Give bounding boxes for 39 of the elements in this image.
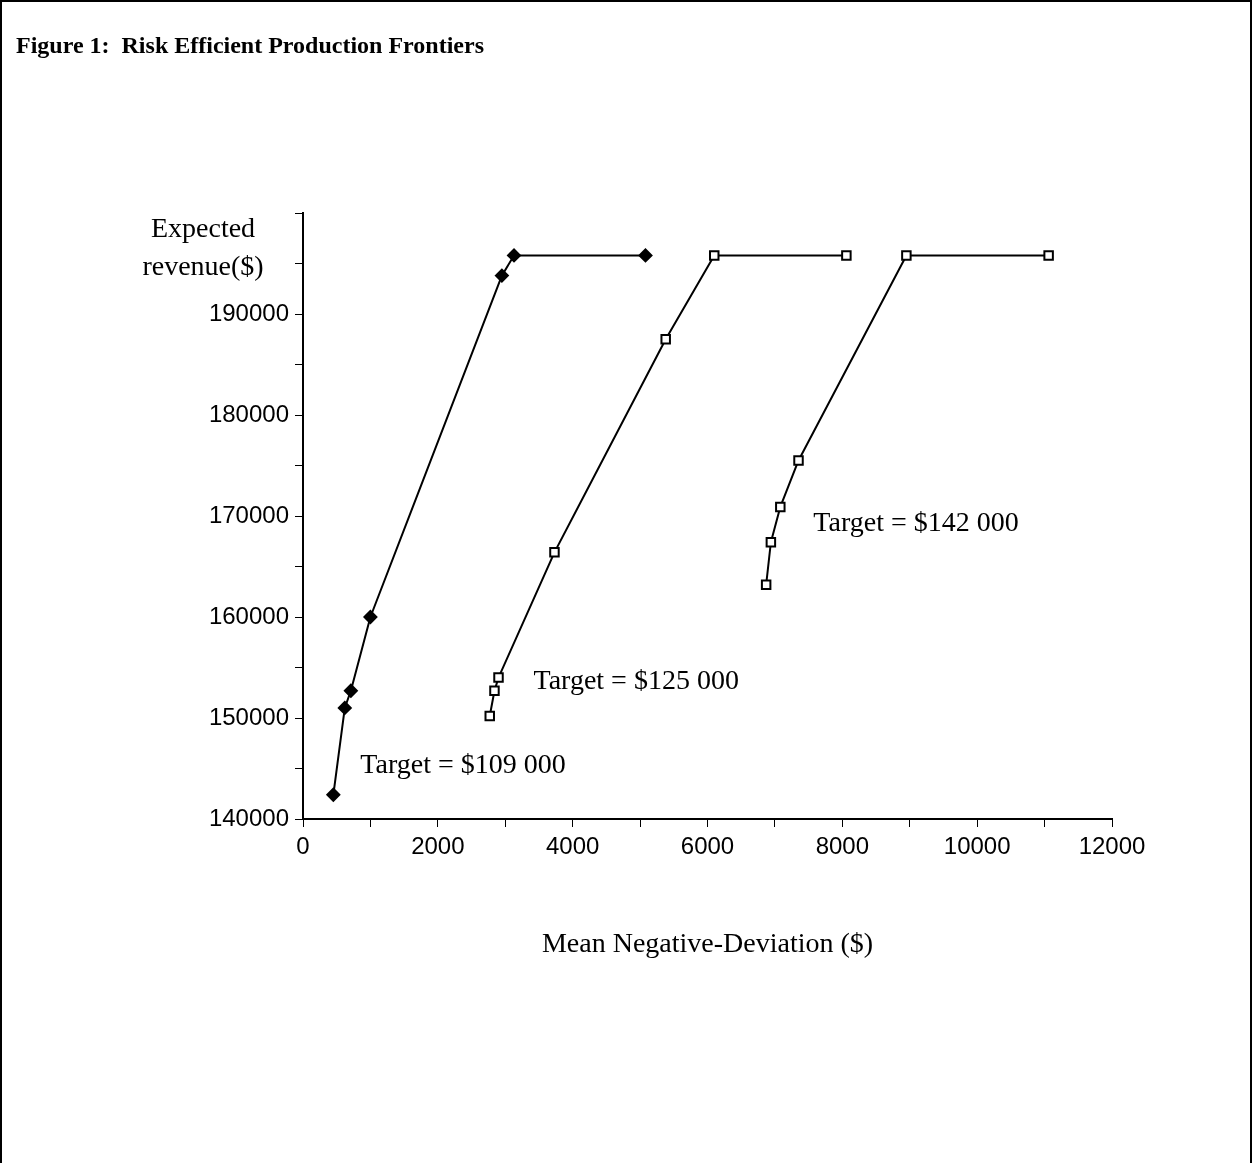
point [760,579,772,590]
x-tick-label: 6000 [680,832,735,860]
point [549,547,560,558]
point [793,455,804,466]
point [489,685,500,696]
x-tick-label: 2000 [411,832,465,860]
series-label: Target = $125 000 [533,663,739,695]
point [775,501,786,513]
y-tick-label: 160000 [208,601,289,629]
point [494,268,509,283]
point [493,672,504,683]
point [326,787,341,802]
point [507,248,522,263]
x-tick-label: 10000 [943,832,1011,860]
point [709,250,720,261]
point [343,683,358,698]
point [337,700,352,715]
point [638,248,653,263]
point [484,710,495,722]
x-tick-label: 0 [296,832,310,860]
point [363,610,378,624]
y-tick-label: 150000 [208,702,289,730]
x-tick-label: 12000 [1078,832,1146,860]
y-tick-label: 180000 [208,399,289,427]
y-axis-title: Expected revenue($) [142,212,264,281]
point [1043,250,1054,261]
x-tick-label: 8000 [815,832,870,860]
y-tick-label: 140000 [208,803,289,831]
point [901,250,912,261]
y-tick-label: 190000 [208,298,289,326]
point [660,334,671,345]
point [765,537,777,548]
y-tick-label: 170000 [208,500,289,528]
x-tick-label: 4000 [545,832,600,860]
x-axis-title: Mean Negative-Deviation ($) [541,926,874,958]
series-label: Target = $109 000 [360,748,566,780]
chart-title: Figure 1: Risk Efficient Production Frontiers [16,32,484,59]
series-label: Target = $142 000 [813,506,1019,538]
point [841,250,852,261]
